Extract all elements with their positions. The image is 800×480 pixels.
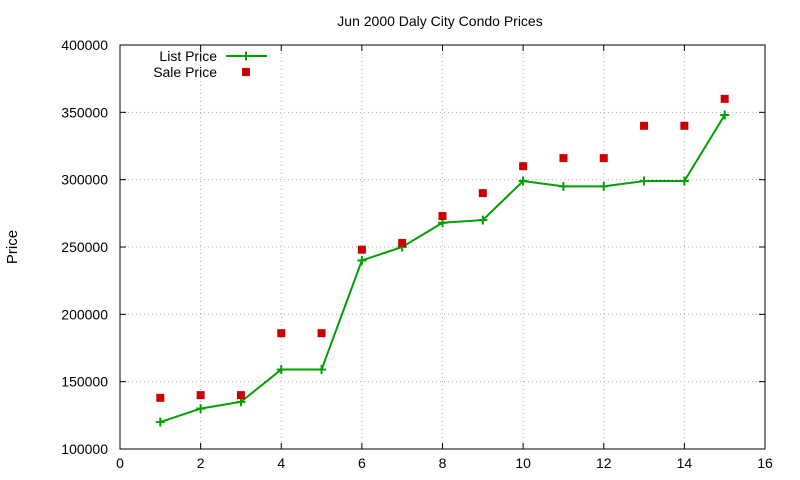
data-point-sale-price [196, 391, 205, 400]
legend-label-sale-price: Sale Price [153, 64, 217, 80]
chart-title: Jun 2000 Daly City Condo Prices [337, 13, 542, 29]
series-sale-price [156, 94, 729, 402]
data-point-sale-price [519, 162, 528, 171]
data-point-list-price [155, 417, 165, 427]
data-point-sale-price [720, 94, 729, 103]
data-point-sale-price [357, 245, 366, 254]
x-tick-label: 0 [116, 455, 124, 471]
x-tick-label: 14 [677, 455, 693, 471]
data-point-list-price [357, 255, 367, 265]
data-point-sale-price [438, 212, 447, 221]
y-axis-label: Price [4, 230, 21, 264]
data-point-sale-price [478, 189, 487, 198]
legend-marker-sale-price [242, 68, 250, 76]
y-tick-label: 150000 [61, 374, 108, 390]
data-point-list-price [720, 110, 730, 120]
x-tick-label: 8 [439, 455, 447, 471]
data-point-sale-price [398, 238, 407, 247]
series-layer [155, 94, 730, 427]
data-point-list-price [317, 365, 327, 375]
data-point-sale-price [317, 329, 326, 338]
legend-label-list-price: List Price [159, 48, 217, 64]
x-tick-label: 4 [277, 455, 285, 471]
x-tick-label: 16 [757, 455, 773, 471]
grid [120, 45, 765, 449]
y-tick-label: 250000 [61, 239, 108, 255]
axes: 0 2 4 6 8 10 12 14 16 100000 150000 200000 250000 300… [61, 37, 773, 471]
data-point-sale-price [559, 154, 568, 163]
series-list-price [155, 110, 730, 427]
data-point-list-price [276, 365, 286, 375]
legend-entry-list-price: List Price [159, 48, 267, 64]
y-tick-label: 200000 [61, 306, 108, 322]
data-point-sale-price [680, 121, 689, 130]
data-point-list-price [679, 176, 689, 186]
data-point-sale-price [236, 391, 245, 400]
x-tick-label: 10 [515, 455, 531, 471]
data-point-sale-price [277, 329, 286, 338]
data-point-list-price [478, 215, 488, 225]
data-point-sale-price [599, 154, 608, 163]
x-tick-label: 6 [358, 455, 366, 471]
legend-marker-list-price [241, 51, 251, 61]
y-tick-label: 300000 [61, 172, 108, 188]
y-tick-label: 400000 [61, 37, 108, 53]
data-point-list-price [196, 404, 206, 414]
data-point-list-price [639, 176, 649, 186]
data-point-list-price [599, 181, 609, 191]
data-point-list-price [558, 181, 568, 191]
x-tick-label: 2 [197, 455, 205, 471]
data-point-sale-price [640, 121, 649, 130]
x-tick-label: 12 [596, 455, 612, 471]
y-tick-label: 100000 [61, 441, 108, 457]
y-tick-label: 350000 [61, 104, 108, 120]
legend-entry-sale-price: Sale Price [153, 64, 250, 80]
data-point-list-price [518, 176, 528, 186]
data-point-sale-price [156, 393, 165, 402]
